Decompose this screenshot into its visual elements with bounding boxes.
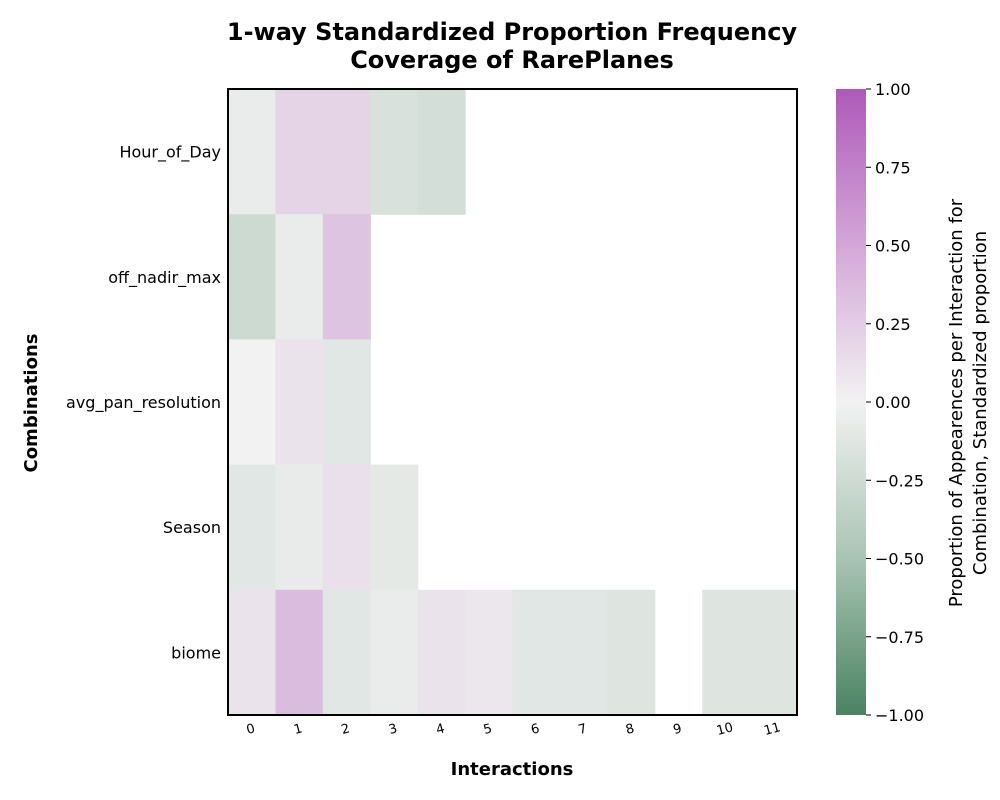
heatmap-cell: [559, 589, 608, 716]
x-tick-label: 5: [482, 721, 494, 738]
x-tick-label: 11: [762, 720, 782, 739]
x-tick-labels: 0 1 2 3 4 5 6 7 8 9 10 11: [245, 720, 782, 739]
y-tick-label: Hour_of_Day: [119, 143, 221, 163]
y-tick-label: avg_pan_resolution: [66, 393, 221, 413]
x-tick-label: 4: [435, 721, 447, 738]
y-axis-title: Combinations: [21, 333, 42, 472]
y-tick-label: off_nadir_max: [108, 268, 221, 288]
heatmap-cell: [322, 339, 371, 466]
heatmap-cell: [512, 589, 561, 716]
heatmap-cell: [228, 214, 277, 340]
heatmap-cell: [228, 589, 277, 716]
x-tick-label: 3: [387, 721, 399, 738]
chart-title-line2: Coverage of RarePlanes: [350, 46, 674, 74]
colorbar-tick-label: 0.25: [875, 315, 911, 334]
colorbar-tick-label: 0.50: [875, 237, 911, 256]
chart-title-line1: 1-way Standardized Proportion Frequency: [227, 18, 798, 46]
heatmap-cell: [275, 589, 324, 716]
plot-frame: [227, 88, 798, 716]
heatmap-cells: [228, 89, 798, 716]
colorbar-label-line1: Proportion of Appearences per Interactio…: [946, 198, 967, 607]
heatmap-cell: [417, 89, 466, 215]
colorbar-ticks: 1.00 0.75 0.50 0.25 0.00 −0.25 −0.50 −0.75 −1.00: [866, 80, 924, 725]
heatmap-cell: [322, 589, 371, 716]
heatmap-cell: [275, 464, 324, 591]
heatmap-cell: [749, 589, 798, 716]
heatmap-cell: [228, 339, 277, 466]
colorbar-tick-label: −0.75: [875, 628, 924, 647]
colorbar-tick-label: 0.00: [875, 393, 911, 412]
heatmap-cell: [465, 589, 514, 716]
x-tick-label: 9: [672, 721, 684, 738]
colorbar: [836, 89, 866, 715]
x-tick-label: 10: [715, 720, 735, 739]
colorbar-tick-label: −0.50: [875, 550, 924, 569]
x-tick-label: 6: [529, 721, 541, 738]
heatmap-cell: [322, 89, 371, 215]
colorbar-tick-label: −0.25: [875, 471, 924, 490]
heatmap-cell: [370, 589, 419, 716]
colorbar-label-line2: Combination, Standardized proportion: [970, 231, 991, 575]
heatmap-cell: [275, 214, 324, 340]
x-tick-label: 0: [245, 721, 257, 738]
x-tick-label: 2: [340, 721, 352, 738]
x-tick-label: 1: [292, 721, 304, 738]
heatmap-cell: [370, 464, 419, 591]
colorbar-tick-label: −1.00: [875, 706, 924, 725]
colorbar-tick-label: 1.00: [875, 80, 911, 99]
heatmap-cell: [322, 464, 371, 591]
y-tick-label: biome: [171, 643, 221, 662]
heatmap-cell: [702, 589, 751, 716]
colorbar-tick-label: 0.75: [875, 158, 911, 177]
x-tick-label: 7: [577, 721, 589, 738]
x-tick-label: 8: [624, 721, 636, 738]
heatmap-cell: [607, 589, 656, 716]
y-tick-labels: Hour_of_Day off_nadir_max avg_pan_resoluti…: [66, 143, 221, 663]
heatmap-cell: [370, 89, 419, 215]
heatmap-cell: [228, 89, 277, 215]
x-axis-title: Interactions: [451, 759, 574, 780]
y-tick-label: Season: [163, 518, 221, 537]
heatmap-cell: [322, 214, 371, 340]
heatmap-cell: [417, 589, 466, 716]
heatmap-cell: [228, 464, 277, 591]
heatmap-cell: [275, 339, 324, 466]
heatmap-cell: [275, 89, 324, 215]
